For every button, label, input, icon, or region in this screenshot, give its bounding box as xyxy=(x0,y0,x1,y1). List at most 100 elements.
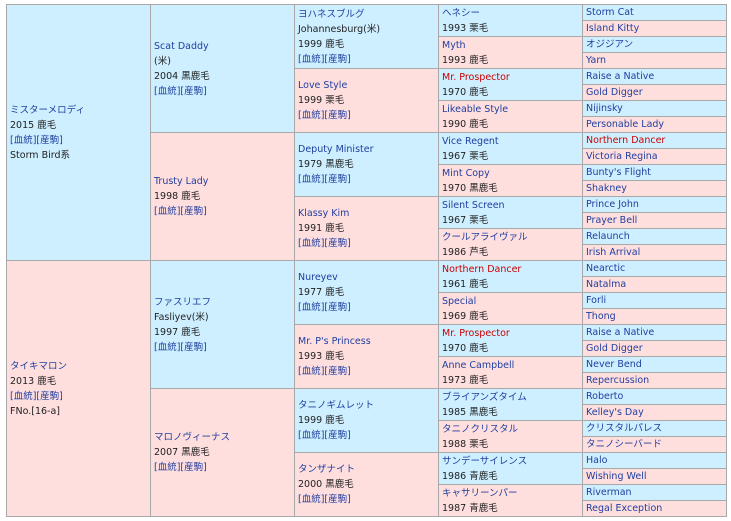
link[interactable]: [産駒] xyxy=(324,494,351,505)
horse-name[interactable]: Nijinsky xyxy=(586,102,623,114)
link-row: [血統][産駒] xyxy=(298,52,438,67)
horse-name[interactable]: Raise a Native xyxy=(586,70,655,82)
link[interactable]: [産駒] xyxy=(324,430,351,441)
horse-name[interactable]: Anne Campbell xyxy=(442,359,515,371)
link[interactable]: [産駒] xyxy=(324,53,351,65)
horse-name[interactable]: Thong xyxy=(586,310,616,322)
horse-name[interactable]: Silent Screen xyxy=(442,199,505,211)
horse-name[interactable]: Never Bend xyxy=(586,358,642,370)
horse-name[interactable]: Prince John xyxy=(586,198,639,210)
horse-cell: Irish Arrival xyxy=(582,244,727,261)
horse-name[interactable]: ヨハネスブルグ xyxy=(298,8,365,20)
horse-name[interactable]: タニノクリスタル xyxy=(442,423,519,435)
horse-name[interactable]: クールアライヴァル xyxy=(442,231,528,243)
horse-name[interactable]: タニノギムレット xyxy=(298,400,375,411)
horse-name[interactable]: Shakney xyxy=(586,182,627,194)
horse-name[interactable]: Wishing Well xyxy=(586,470,647,482)
horse-name[interactable]: Nearctic xyxy=(586,262,626,274)
link[interactable]: [産駒] xyxy=(324,366,351,377)
link[interactable]: [血統] xyxy=(298,302,325,313)
horse-name[interactable]: Forli xyxy=(586,294,607,306)
horse-name[interactable]: Scat Daddy xyxy=(154,40,209,52)
horse-name[interactable]: Irish Arrival xyxy=(586,246,641,258)
horse-name[interactable]: Northern Dancer xyxy=(442,263,522,275)
horse-name[interactable]: Prayer Bell xyxy=(586,214,638,226)
link[interactable]: [血統] xyxy=(154,85,181,97)
horse-name[interactable]: クリスタルパレス xyxy=(586,422,663,434)
horse-name[interactable]: マロノヴィーナス xyxy=(154,432,231,443)
horse-name[interactable]: Trusty Lady xyxy=(154,176,209,187)
link[interactable]: [産駒] xyxy=(180,85,207,97)
horse-cell: Mr. Prospector 1970 鹿毛 xyxy=(438,68,583,101)
horse-name[interactable]: Halo xyxy=(586,454,608,466)
horse-name[interactable]: Mint Copy xyxy=(442,167,490,179)
link[interactable]: [産駒] xyxy=(180,341,207,353)
link[interactable]: [血統] xyxy=(298,238,325,249)
horse-name[interactable]: Personable Lady xyxy=(586,118,665,130)
horse-name[interactable]: Natalma xyxy=(586,278,627,290)
horse-name[interactable]: Love Style xyxy=(298,80,348,91)
link[interactable]: [血統] xyxy=(298,53,325,65)
horse-name[interactable]: Bunty's Flight xyxy=(586,166,652,178)
horse-name[interactable]: サンデーサイレンス xyxy=(442,455,528,467)
horse-name[interactable]: Likeable Style xyxy=(442,103,509,115)
horse-name[interactable]: タンザナイト xyxy=(298,464,356,475)
horse-name[interactable]: Mr. Prospector xyxy=(442,327,510,339)
horse-name[interactable]: Island Kitty xyxy=(586,22,640,34)
horse-name[interactable]: Repercussion xyxy=(586,374,650,386)
horse-name[interactable]: Special xyxy=(442,295,477,307)
horse-name[interactable]: Roberto xyxy=(586,390,624,402)
horse-note: Storm Bird系 xyxy=(10,149,71,161)
horse-name[interactable]: ファスリエフ xyxy=(154,296,212,308)
horse-name[interactable]: Nureyev xyxy=(298,272,338,283)
link[interactable]: [産駒] xyxy=(36,134,63,146)
link[interactable]: [血統] xyxy=(298,494,325,505)
horse-name[interactable]: Storm Cat xyxy=(586,6,634,18)
horse-name[interactable]: Raise a Native xyxy=(586,326,655,338)
link[interactable]: [産駒] xyxy=(324,110,351,121)
link[interactable]: [産駒] xyxy=(180,462,207,473)
horse-name[interactable]: キャサリーンパー xyxy=(442,487,518,499)
horse-name[interactable]: オジジアン xyxy=(586,38,634,50)
horse-info: 1987 青鹿毛 xyxy=(442,502,498,514)
link[interactable]: [血統] xyxy=(10,390,37,402)
horse-name[interactable]: Relaunch xyxy=(586,230,630,242)
horse-name[interactable]: ヘネシー xyxy=(442,7,481,19)
horse-name[interactable]: Yarn xyxy=(586,54,607,66)
horse-cell: Roberto xyxy=(582,388,727,405)
horse-name[interactable]: ミスターメロディ xyxy=(10,104,85,116)
horse-name[interactable]: Vice Regent xyxy=(442,135,499,147)
horse-info: 1967 栗毛 xyxy=(442,214,489,226)
horse-info: Johannesburg(米) xyxy=(298,23,381,35)
link[interactable]: [産駒] xyxy=(36,390,63,402)
horse-name[interactable]: タイキマロン xyxy=(10,360,68,372)
horse-name[interactable]: Northern Dancer xyxy=(586,134,666,146)
link[interactable]: [血統] xyxy=(154,206,181,217)
link[interactable]: [血統] xyxy=(154,462,181,473)
link[interactable]: [産駒] xyxy=(324,302,351,313)
link[interactable]: [血統] xyxy=(298,174,325,185)
horse-name[interactable]: Gold Digger xyxy=(586,86,643,98)
horse-name[interactable]: Klassy Kim xyxy=(298,208,350,219)
horse-cell: Raise a Native xyxy=(582,68,727,85)
horse-name[interactable]: Myth xyxy=(442,39,466,51)
horse-name[interactable]: Regal Exception xyxy=(586,502,663,514)
horse-name[interactable]: Kelley's Day xyxy=(586,406,644,418)
link[interactable]: [産駒] xyxy=(324,174,351,185)
horse-name[interactable]: Gold Digger xyxy=(586,342,643,354)
link[interactable]: [血統] xyxy=(298,110,325,121)
link[interactable]: [血統] xyxy=(298,366,325,377)
horse-name[interactable]: ブライアンズタイム xyxy=(442,391,527,403)
link[interactable]: [産駒] xyxy=(324,238,351,249)
horse-name[interactable]: Mr. P's Princess xyxy=(298,336,371,347)
link[interactable]: [血統] xyxy=(10,134,37,146)
horse-name[interactable]: タニノシーバード xyxy=(586,438,662,450)
horse-name[interactable]: Victoria Regina xyxy=(586,150,658,162)
horse-name[interactable]: Deputy Minister xyxy=(298,144,374,155)
link[interactable]: [産駒] xyxy=(180,206,207,217)
horse-name[interactable]: Mr. Prospector xyxy=(442,71,510,83)
horse-name[interactable]: Riverman xyxy=(586,486,632,498)
link[interactable]: [血統] xyxy=(298,430,325,441)
link[interactable]: [血統] xyxy=(154,341,181,353)
horse-cell: Repercussion xyxy=(582,372,727,389)
